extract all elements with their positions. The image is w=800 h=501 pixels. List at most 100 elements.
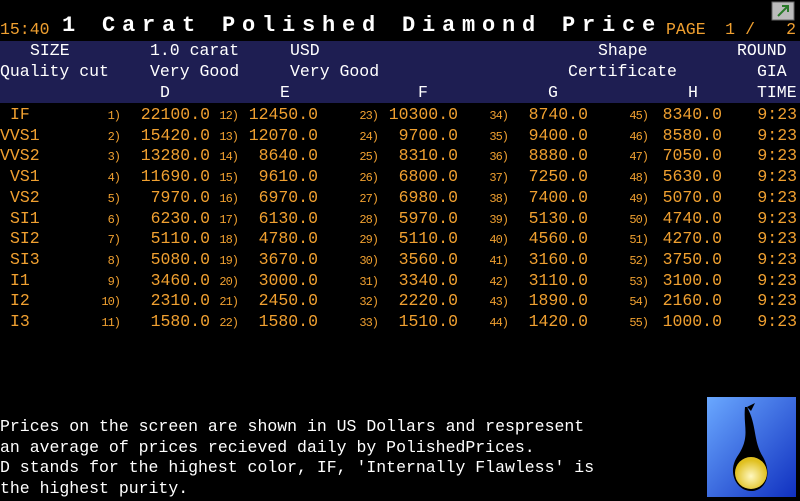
- price-cell: 2220.0: [398, 291, 458, 311]
- window-icon[interactable]: [770, 0, 796, 22]
- time-cell: 9:23: [757, 291, 797, 311]
- row-index: 54): [629, 295, 649, 310]
- grade-label: IF: [10, 105, 30, 124]
- row-index: 23): [359, 109, 379, 123]
- row-index: 49): [629, 191, 649, 206]
- price-cell: 1890.0: [528, 291, 588, 311]
- column-header: F: [418, 83, 428, 102]
- time-cell: 9:23: [757, 249, 797, 269]
- row-index: 8): [107, 253, 121, 268]
- page-separator: /: [745, 20, 755, 39]
- price-cell: 2160.0: [662, 291, 722, 311]
- column-header: Very Good: [290, 62, 380, 81]
- row-index: 9): [107, 274, 121, 289]
- row-index: 35): [489, 129, 509, 144]
- price-cell: 3110.0: [528, 270, 588, 290]
- price-cell: 5130.0: [528, 208, 588, 228]
- row-index: 10): [101, 295, 121, 310]
- row-index: 47): [629, 150, 649, 165]
- header-band: [0, 41, 800, 103]
- price-cell: 5070.0: [662, 187, 722, 207]
- row-index: 11): [101, 316, 121, 330]
- row-index: 17): [219, 212, 239, 227]
- row-index: 21): [219, 295, 239, 310]
- column-header: H: [688, 83, 698, 102]
- column-header: SIZE: [30, 41, 70, 60]
- price-cell: 7400.0: [528, 187, 588, 207]
- row-index: 30): [359, 253, 379, 268]
- column-header: Very Good: [150, 62, 240, 81]
- row-index: 40): [489, 233, 509, 248]
- grade-label: VS1: [10, 167, 40, 187]
- time-cell: 9:23: [757, 125, 797, 145]
- price-cell: 12450.0: [248, 105, 318, 124]
- grade-label: SI3: [10, 249, 40, 269]
- row-index: 1): [107, 109, 121, 123]
- grade-label: VVS1: [0, 125, 40, 145]
- price-cell: 6800.0: [398, 167, 458, 187]
- price-cell: 1580.0: [150, 312, 210, 331]
- logo-icon: [707, 397, 796, 497]
- price-cell: 4740.0: [662, 208, 722, 228]
- time-cell: 9:23: [757, 312, 797, 331]
- column-header: G: [548, 83, 558, 102]
- price-cell: 3750.0: [662, 249, 722, 269]
- row-index: 24): [359, 129, 379, 144]
- footer-text: Prices on the screen are shown in US Dol…: [0, 417, 585, 436]
- row-index: 46): [629, 129, 649, 144]
- row-index: 33): [359, 316, 379, 330]
- grade-label: I1: [10, 270, 30, 290]
- price-cell: 3560.0: [398, 249, 458, 269]
- row-index: 32): [359, 295, 379, 310]
- row-index: 5): [107, 191, 121, 206]
- row-index: 19): [219, 253, 239, 268]
- page-number: 1: [725, 20, 735, 39]
- price-cell: 7250.0: [528, 167, 588, 187]
- grade-label: SI2: [10, 229, 40, 249]
- row-index: 48): [629, 171, 649, 186]
- row-index: 37): [489, 171, 509, 186]
- price-cell: 22100.0: [140, 105, 210, 124]
- row-index: 7): [107, 233, 121, 248]
- row-index: 20): [219, 274, 239, 289]
- row-index: 42): [489, 274, 509, 289]
- price-cell: 5110.0: [150, 229, 210, 249]
- price-cell: 13280.0: [140, 146, 210, 166]
- price-cell: 6230.0: [150, 208, 210, 228]
- price-cell: 2310.0: [150, 291, 210, 311]
- row-index: 52): [629, 253, 649, 268]
- row-index: 14): [219, 150, 239, 165]
- price-cell: 11690.0: [140, 167, 210, 187]
- clock: 15:40: [0, 20, 50, 39]
- price-cell: 4780.0: [258, 229, 318, 249]
- price-cell: 8310.0: [398, 146, 458, 166]
- price-cell: 12070.0: [248, 125, 318, 145]
- price-cell: 2450.0: [258, 291, 318, 311]
- row-index: 15): [219, 171, 239, 186]
- row-index: 36): [489, 150, 509, 165]
- row-index: 6): [107, 212, 121, 227]
- row-index: 31): [359, 274, 379, 289]
- row-index: 51): [629, 233, 649, 248]
- price-cell: 3000.0: [258, 270, 318, 290]
- price-cell: 5110.0: [398, 229, 458, 249]
- price-cell: 4270.0: [662, 229, 722, 249]
- column-header: Quality cut: [0, 62, 109, 81]
- footer-text: D stands for the highest color, IF, 'Int…: [0, 458, 595, 478]
- grade-label: I2: [10, 291, 30, 311]
- row-index: 28): [359, 212, 379, 227]
- price-cell: 8580.0: [662, 125, 722, 145]
- row-index: 41): [489, 253, 509, 268]
- price-cell: 9400.0: [528, 125, 588, 145]
- row-index: 26): [359, 171, 379, 186]
- time-cell: 9:23: [757, 167, 797, 187]
- row-index: 25): [359, 150, 379, 165]
- row-index: 16): [219, 191, 239, 206]
- page-label: PAGE: [666, 20, 706, 39]
- row-index: 18): [219, 233, 239, 248]
- price-cell: 8740.0: [528, 105, 588, 124]
- time-cell: 9:23: [757, 270, 797, 290]
- column-header: GIA: [757, 62, 787, 81]
- row-index: 3): [107, 150, 121, 165]
